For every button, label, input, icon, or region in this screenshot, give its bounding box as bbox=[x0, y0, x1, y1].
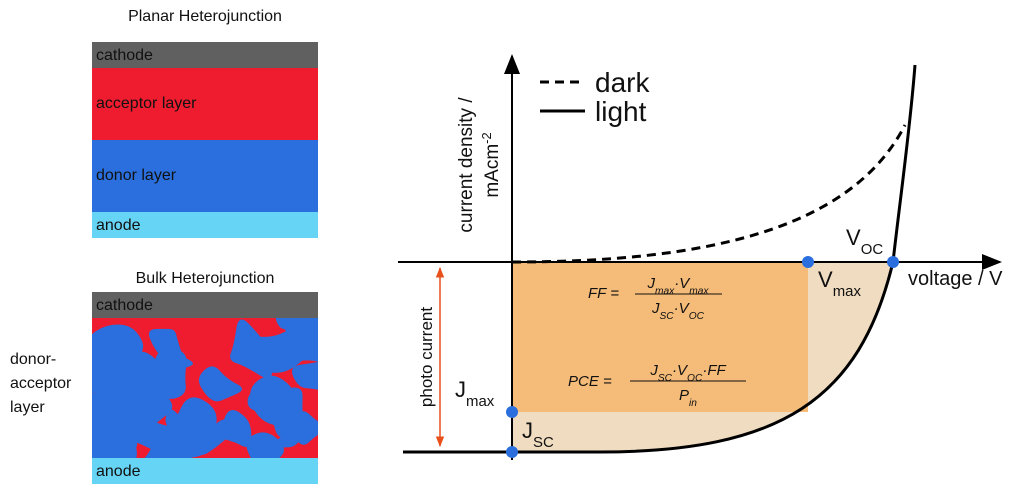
planar-title: Planar Heterojunction bbox=[128, 8, 282, 25]
layer-label: acceptor layer bbox=[96, 95, 197, 112]
subscript: SC bbox=[533, 434, 554, 451]
donor-domain bbox=[87, 371, 116, 400]
subscript: OC bbox=[861, 241, 884, 258]
legend-label: dark bbox=[595, 67, 650, 98]
layer-label: cathode bbox=[96, 297, 153, 314]
subscript: max bbox=[466, 393, 495, 410]
symbol: J bbox=[522, 418, 533, 443]
x-axis-label: voltage / V bbox=[908, 268, 1003, 290]
subscript: OC bbox=[687, 373, 703, 384]
operator: FF bbox=[707, 362, 726, 379]
y-axis-label: current density / bbox=[456, 97, 477, 233]
actual-power-area bbox=[512, 262, 808, 412]
legend-label: light bbox=[595, 96, 647, 127]
unit-exponent: -2 bbox=[479, 132, 494, 143]
bulk-title: Bulk Heterojunction bbox=[136, 270, 275, 287]
formula-lhs: PCE = bbox=[568, 373, 612, 390]
key-point bbox=[802, 256, 814, 268]
subscript: max bbox=[689, 286, 709, 297]
mixed-label: donor- bbox=[10, 351, 56, 368]
layer-label: donor layer bbox=[96, 167, 177, 184]
key-point bbox=[887, 256, 899, 268]
symbol: V bbox=[818, 267, 833, 292]
symbol-label: VOC bbox=[846, 225, 883, 258]
key-point bbox=[506, 446, 518, 458]
symbol: J bbox=[455, 377, 466, 402]
layer-label: anode bbox=[96, 463, 141, 480]
symbol-label: Jmax bbox=[455, 377, 495, 410]
mixed-label: layer bbox=[10, 399, 45, 416]
subscript: OC bbox=[689, 311, 705, 322]
formula-lhs: FF = bbox=[588, 285, 619, 302]
key-point bbox=[506, 406, 518, 418]
y-axis-unit: mAcm-2 bbox=[479, 132, 504, 197]
subscript: max bbox=[655, 286, 675, 297]
diagram: Planar Heterojunction cathode acceptor l… bbox=[0, 0, 1012, 484]
mixed-label: acceptor bbox=[10, 375, 72, 392]
symbol: P bbox=[679, 387, 689, 404]
photo-current-label: photo current bbox=[417, 307, 436, 407]
symbol: V bbox=[846, 225, 861, 250]
layer-label: cathode bbox=[96, 47, 153, 64]
layer-label: anode bbox=[96, 217, 141, 234]
unit: mAcm bbox=[482, 144, 503, 198]
subscript: in bbox=[689, 398, 697, 409]
subscript: max bbox=[833, 283, 862, 300]
subscript: SC bbox=[660, 311, 675, 322]
subscript: SC bbox=[658, 373, 673, 384]
